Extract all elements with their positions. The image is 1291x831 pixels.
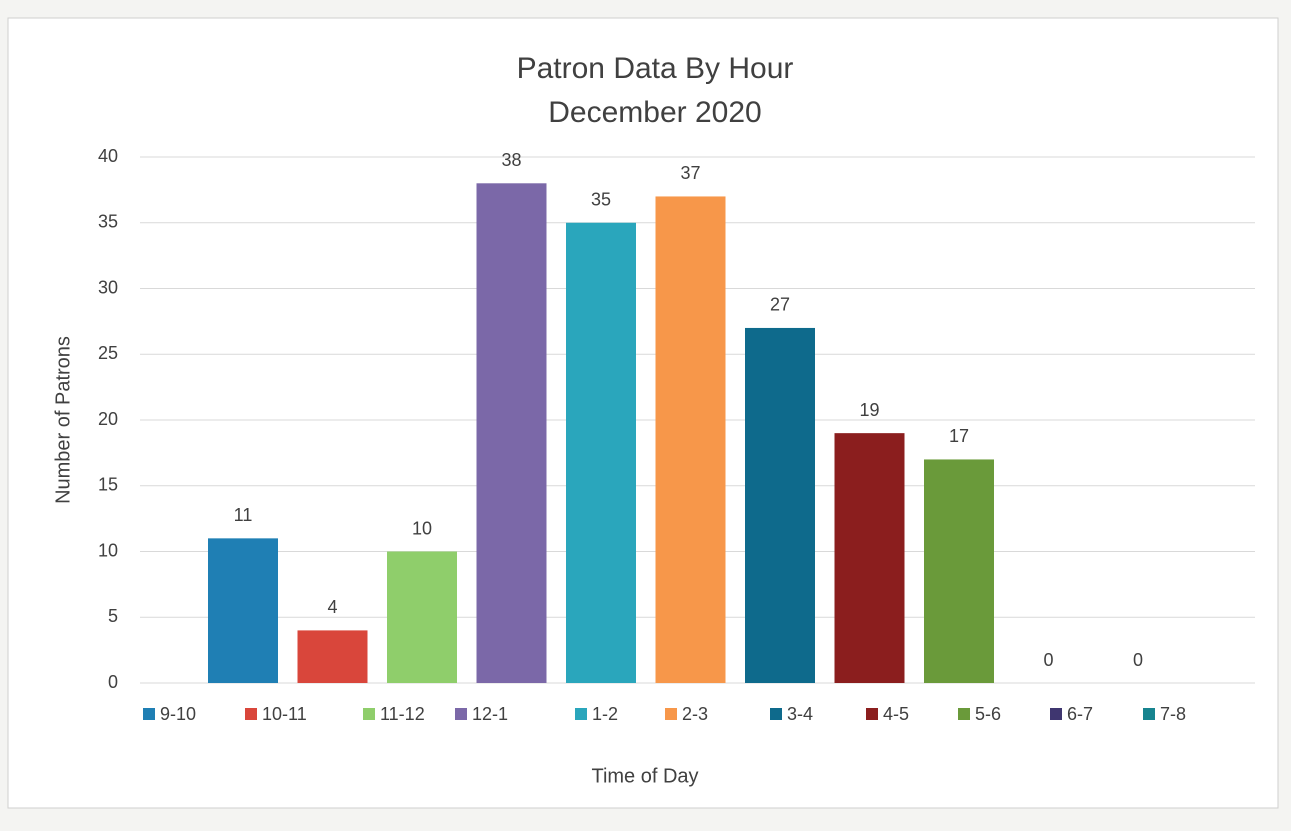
bar [924, 459, 994, 683]
legend-swatch [245, 708, 257, 720]
legend-label: 11-12 [380, 704, 425, 724]
legend-swatch [455, 708, 467, 720]
legend-label: 5-6 [975, 704, 1001, 724]
legend-label: 2-3 [682, 704, 708, 724]
legend-label: 6-7 [1067, 704, 1093, 724]
legend-swatch [143, 708, 155, 720]
y-tick-label: 20 [98, 409, 118, 429]
data-label: 37 [680, 163, 700, 183]
bar [387, 551, 457, 683]
chart-title: Patron Data By Hour [517, 52, 794, 85]
legend-label: 1-2 [592, 704, 618, 724]
data-label: 10 [412, 518, 432, 538]
legend-swatch [770, 708, 782, 720]
data-label: 19 [859, 400, 879, 420]
data-label: 17 [949, 426, 969, 446]
y-axis-title: Number of Patrons [52, 336, 74, 504]
legend-label: 4-5 [883, 704, 909, 724]
legend-label: 12-1 [472, 704, 508, 724]
bar [297, 630, 368, 683]
bar [476, 183, 547, 684]
y-tick-label: 40 [98, 146, 118, 166]
y-tick-label: 10 [98, 540, 118, 560]
data-label: 4 [327, 597, 337, 617]
bar [566, 222, 636, 683]
legend-swatch [958, 708, 970, 720]
legend-swatch [1050, 708, 1062, 720]
y-tick-label: 35 [98, 212, 118, 232]
legend-swatch [866, 708, 878, 720]
data-label: 0 [1043, 650, 1053, 670]
legend-label: 9-10 [160, 704, 196, 724]
x-axis-title: Time of Day [591, 765, 698, 787]
legend-swatch [1143, 708, 1155, 720]
y-tick-label: 15 [98, 475, 118, 495]
y-tick-label: 25 [98, 343, 118, 363]
data-label: 0 [1133, 650, 1143, 670]
data-label: 38 [501, 150, 521, 170]
y-tick-label: 5 [108, 606, 118, 626]
chart-subtitle: December 2020 [548, 96, 761, 129]
legend-swatch [363, 708, 375, 720]
data-label: 35 [591, 190, 611, 210]
legend-swatch [665, 708, 677, 720]
legend-label: 3-4 [787, 704, 813, 724]
legend-label: 7-8 [1160, 704, 1186, 724]
y-tick-label: 30 [98, 277, 118, 297]
bar [208, 538, 278, 683]
y-tick-label: 0 [108, 672, 118, 692]
bar [834, 433, 905, 683]
chart-frame [7, 17, 1279, 809]
legend-swatch [575, 708, 587, 720]
legend-label: 10-11 [262, 704, 307, 724]
bar [745, 327, 815, 683]
bar [655, 196, 726, 683]
data-label: 27 [770, 295, 790, 315]
data-label: 11 [234, 505, 253, 525]
